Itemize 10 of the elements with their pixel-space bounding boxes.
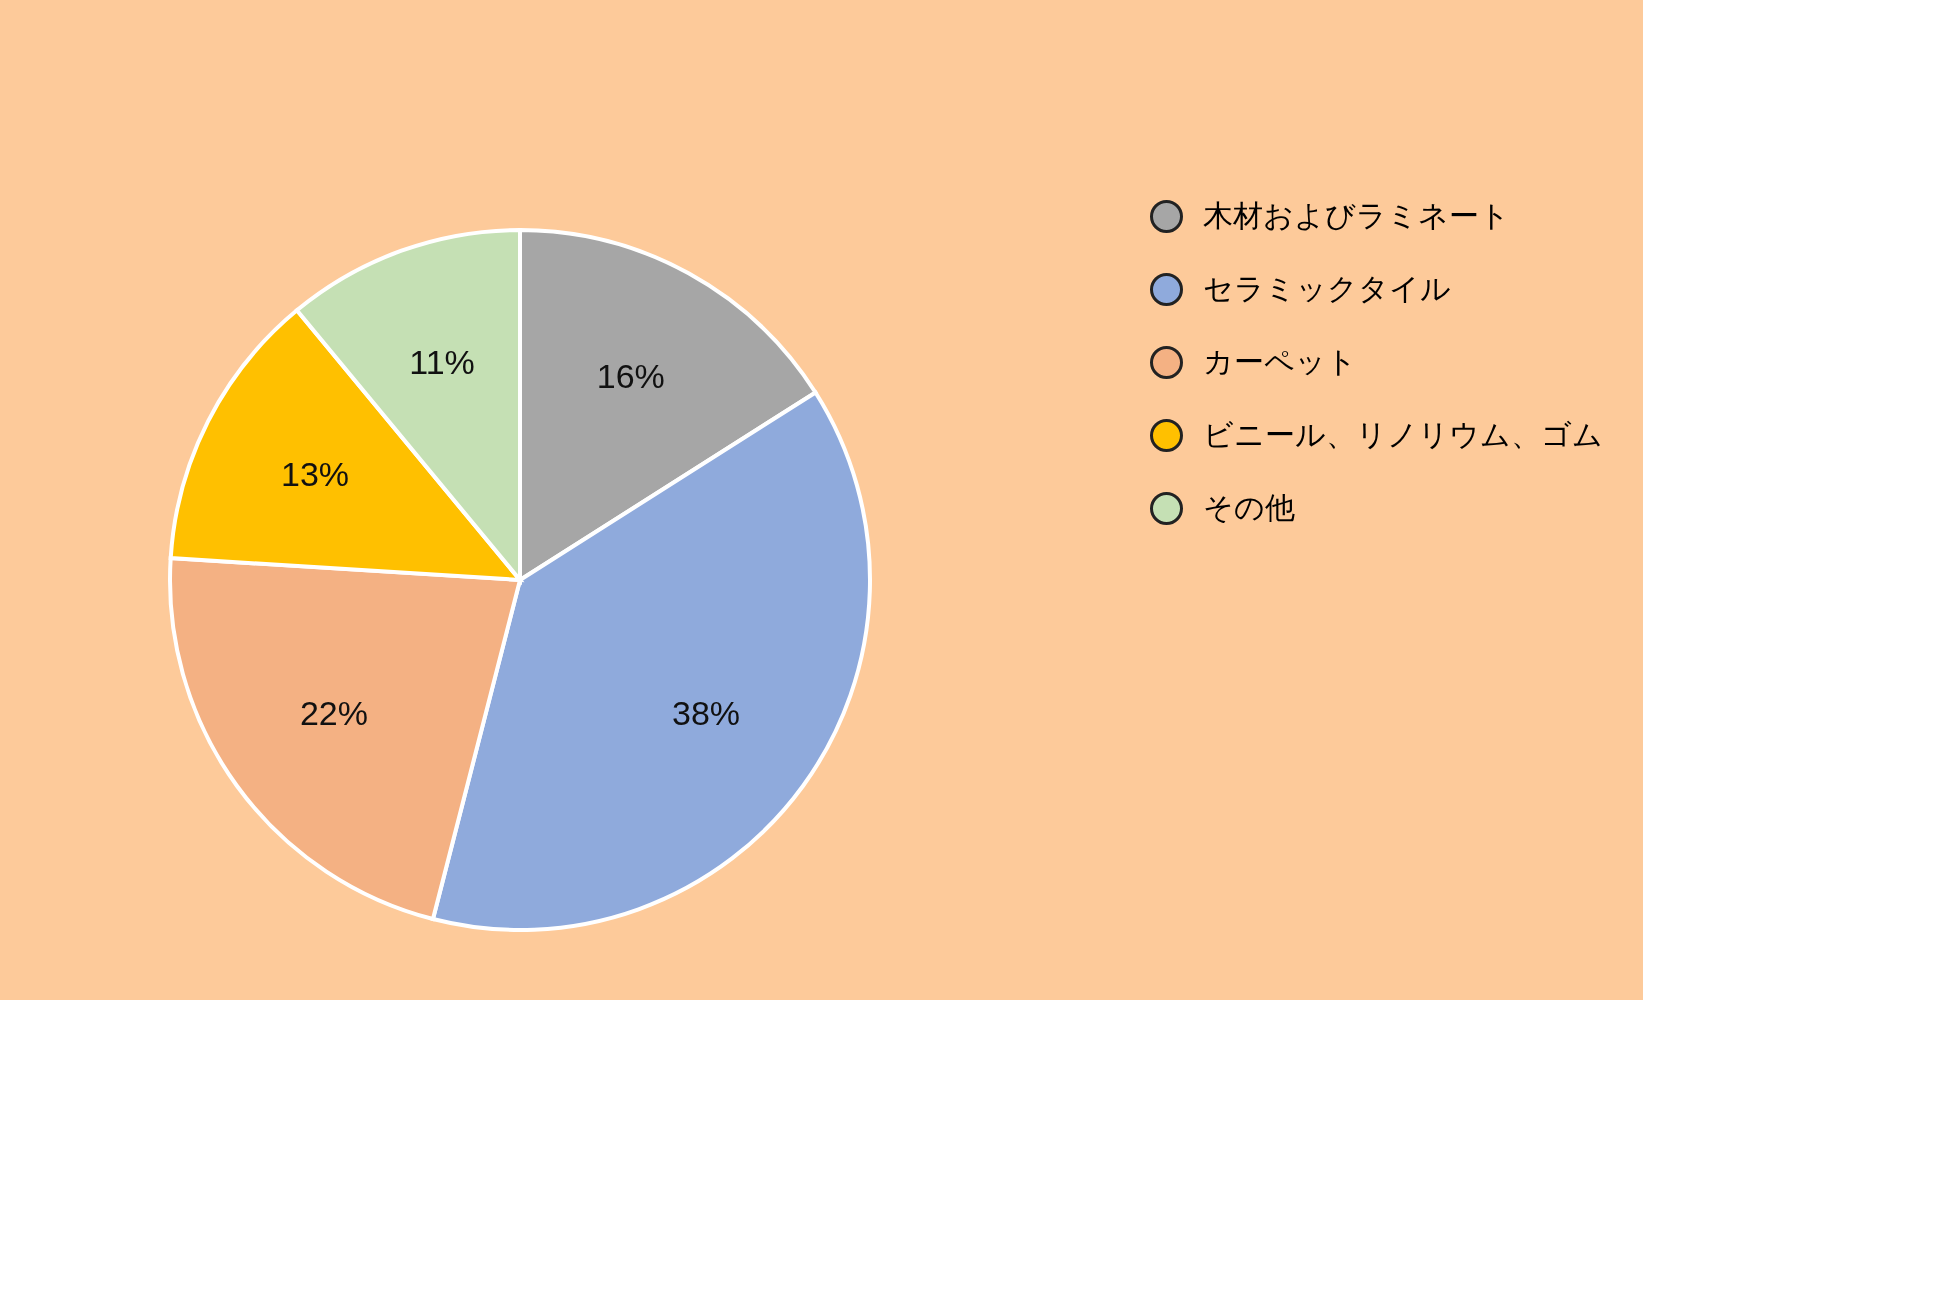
legend-label: 木材およびラミネート [1203,198,1510,232]
data-label: 38% [672,694,741,733]
legend-label: その他 [1203,490,1295,524]
data-label: 11% [409,342,475,381]
data-label: 16% [596,357,665,396]
legend-label: カーペット [1203,344,1357,378]
legend-label: ビニール、リノリウム、ゴム [1203,417,1603,451]
data-label: 22% [299,694,368,733]
legend-label: セラミックタイル [1203,271,1451,305]
data-label: 13% [281,454,350,493]
